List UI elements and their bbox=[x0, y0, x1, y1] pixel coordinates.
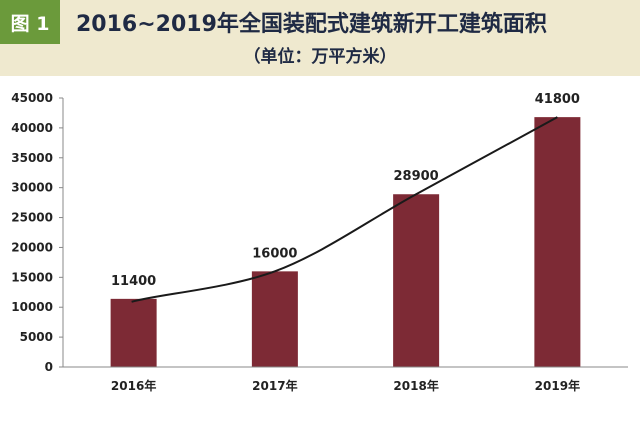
data-label: 41800 bbox=[535, 92, 580, 107]
y-tick-label: 5000 bbox=[20, 330, 53, 344]
y-tick-label: 10000 bbox=[11, 300, 53, 314]
y-tick-label: 40000 bbox=[11, 121, 53, 135]
bar bbox=[110, 298, 157, 367]
figure-header: 图 1 2016~2019年全国装配式建筑新开工建筑面积 （单位：万平方米） bbox=[0, 0, 640, 76]
bar-chart: 0 5000 10000 15000 20000 25000 30000 35000 40000… bbox=[11, 91, 628, 393]
chart-unit-subtitle: （单位：万平方米） bbox=[243, 47, 397, 67]
y-tick-label: 45000 bbox=[11, 91, 53, 105]
x-category-label: 2016年 bbox=[111, 378, 156, 393]
x-category-label: 2019年 bbox=[535, 378, 580, 393]
trend-line bbox=[131, 116, 558, 303]
bar bbox=[534, 117, 581, 367]
data-label: 28900 bbox=[394, 169, 439, 184]
y-tick-label: 25000 bbox=[11, 211, 53, 225]
y-tick-label: 20000 bbox=[11, 240, 53, 254]
data-label: 16000 bbox=[252, 246, 297, 261]
bar bbox=[251, 271, 298, 367]
y-tick-label: 15000 bbox=[11, 270, 53, 284]
chart-title: 2016~2019年全国装配式建筑新开工建筑面积 bbox=[76, 12, 547, 37]
x-category-label: 2017年 bbox=[252, 378, 297, 393]
figure-label: 图 1 bbox=[0, 0, 60, 44]
trend-line-group bbox=[131, 116, 558, 303]
y-tick-label: 0 bbox=[45, 360, 53, 374]
data-label: 11400 bbox=[111, 274, 156, 289]
y-tick-label: 30000 bbox=[11, 181, 53, 195]
data-labels: 11400 16000 28900 41800 bbox=[111, 92, 580, 289]
bar bbox=[393, 194, 440, 367]
y-tick-label: 35000 bbox=[11, 151, 53, 165]
y-axis: 0 5000 10000 15000 20000 25000 30000 35000 40000… bbox=[11, 91, 64, 374]
x-axis: 2016年 2017年 2018年 2019年 bbox=[63, 366, 628, 393]
x-category-label: 2018年 bbox=[393, 378, 438, 393]
bar-series bbox=[110, 117, 581, 367]
